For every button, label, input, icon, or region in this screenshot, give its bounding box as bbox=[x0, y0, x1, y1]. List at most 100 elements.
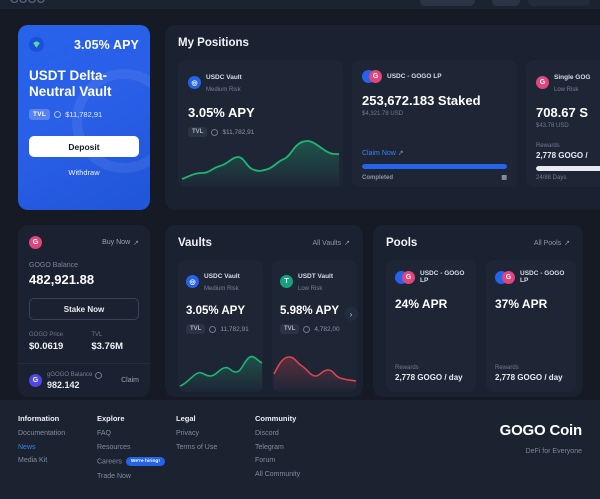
position-card[interactable]: G Single GOG Low Risk 708.67 S $43.78 US… bbox=[526, 60, 600, 187]
footer-link-privacy[interactable]: Privacy bbox=[176, 430, 199, 437]
vault-card[interactable]: ◎ USDC Vault Medium Risk 3.05% APY TVL 1… bbox=[178, 260, 263, 392]
usdc-coin-icon: ◎ bbox=[186, 275, 199, 288]
navbar-button-1[interactable] bbox=[420, 0, 475, 6]
tvl-label: TVL bbox=[29, 109, 51, 120]
days-remaining: 24/88 Days bbox=[536, 175, 567, 181]
pool-card[interactable]: G USDC - GOGO LP 24% APR Rewards 2,778 G… bbox=[386, 260, 476, 392]
footer-link-discord[interactable]: Discord bbox=[255, 430, 279, 437]
footer-link-resources[interactable]: Resources bbox=[97, 443, 131, 451]
position-staked-amount: 708.67 S bbox=[536, 105, 589, 120]
my-positions-carousel[interactable]: ◎ USDC Vault Medium Risk 3.05% APY TVL $… bbox=[165, 60, 600, 187]
vaults-next-button[interactable]: › bbox=[344, 307, 358, 321]
stake-now-button[interactable]: Stake Now bbox=[29, 298, 139, 320]
position-card-header: ◎ USDC Vault Medium Risk bbox=[188, 70, 333, 95]
progress-footer: 24/88 Days bbox=[536, 175, 600, 181]
pool-rewards: Rewards 2,778 GOGO / day bbox=[495, 365, 563, 382]
external-link-icon: ↗ bbox=[397, 150, 404, 157]
footer-link-news[interactable]: News bbox=[18, 443, 36, 451]
position-card[interactable]: G USDC - GOGO LP 253,672.183 Staked $4,3… bbox=[352, 60, 517, 187]
vault-risk: Medium Risk bbox=[204, 286, 239, 292]
vault-sparkline-chart bbox=[272, 344, 357, 392]
info-icon[interactable] bbox=[211, 128, 219, 136]
token-stat: TVL $3.76M bbox=[91, 332, 123, 352]
buy-now-link[interactable]: Buy Now ↗ bbox=[102, 239, 139, 247]
pool-card[interactable]: G USDC - GOGO LP 37% APR Rewards 2,778 G… bbox=[486, 260, 576, 392]
vault-apy: 5.98% APY bbox=[280, 305, 340, 317]
tvl-value: 4,782,00 bbox=[314, 325, 340, 333]
page-title: My Positions bbox=[178, 37, 249, 49]
footer-link-all-community[interactable]: All Community bbox=[255, 470, 301, 478]
gogo-coin-icon: G bbox=[29, 236, 42, 249]
vaults-carousel[interactable]: ◎ USDC Vault Medium Risk 3.05% APY TVL 1… bbox=[165, 260, 363, 392]
position-sparkline-chart bbox=[178, 131, 343, 187]
vault-tvl: TVL 11,782,91 bbox=[186, 324, 255, 334]
footer-link-trade-now[interactable]: Trade Now bbox=[97, 472, 131, 480]
claim-now-link[interactable]: Claim Now ↗ bbox=[362, 150, 404, 157]
ggogo-balance-label: gGOGO Balance bbox=[47, 371, 103, 379]
pools-title: Pools bbox=[386, 237, 418, 249]
usdt-coin-icon bbox=[29, 37, 44, 52]
footer-column-legal: Legal Privacy Terms of Use bbox=[176, 414, 255, 486]
navbar-button-2[interactable] bbox=[492, 0, 520, 6]
watermark-ring bbox=[72, 69, 150, 173]
tvl-value: 11,782,91 bbox=[220, 325, 249, 333]
progress-status: Completed bbox=[362, 174, 394, 181]
withdraw-link[interactable]: Withdraw bbox=[68, 168, 100, 177]
all-vaults-link[interactable]: All Vaults ↗ bbox=[312, 239, 350, 248]
info-icon[interactable] bbox=[209, 325, 217, 333]
my-positions-panel: My Positions ◎ USDC Vault Medium Risk 3.… bbox=[165, 25, 600, 210]
vault-card-header: ◎ USDC Vault Medium Risk bbox=[186, 269, 255, 294]
hiring-badge: We're hiring! bbox=[125, 457, 165, 466]
vault-name: USDC Vault bbox=[204, 273, 240, 280]
info-icon[interactable] bbox=[54, 111, 62, 118]
vault-tvl: TVL 4,782,00 bbox=[280, 324, 349, 334]
page-content: 3.05% APY USDT Delta-Neutral Vault TVL $… bbox=[0, 9, 600, 499]
vault-sparkline-chart bbox=[178, 344, 263, 392]
all-pools-link[interactable]: All Pools ↗ bbox=[533, 239, 570, 248]
claim-link[interactable]: Claim bbox=[121, 377, 139, 384]
pool-card-header: G USDC - GOGO LP bbox=[395, 270, 467, 284]
footer-link-terms[interactable]: Terms of Use bbox=[176, 443, 218, 451]
progress-bar bbox=[536, 166, 600, 171]
calendar-icon: ▦ bbox=[501, 175, 507, 181]
ggogo-coin-icon: G bbox=[29, 374, 42, 387]
vault-card-header: T USDT Vault Low Risk bbox=[280, 269, 349, 294]
info-icon[interactable] bbox=[303, 325, 311, 333]
info-icon[interactable] bbox=[95, 371, 103, 379]
stat-value: $3.76M bbox=[91, 341, 124, 352]
vault-card[interactable]: T USDT Vault Low Risk 5.98% APY TVL 4,78… bbox=[272, 260, 357, 392]
position-usd-value: $43.78 USD bbox=[536, 123, 569, 129]
featured-vault-card[interactable]: 3.05% APY USDT Delta-Neutral Vault TVL $… bbox=[18, 25, 150, 210]
usdc-gogo-lp-icon: G bbox=[362, 70, 382, 83]
position-name: USDC Vault bbox=[206, 74, 242, 81]
rewards-row: Rewards 2,778 GOGO / bbox=[536, 143, 600, 160]
external-link-icon: ↗ bbox=[344, 240, 350, 247]
position-card[interactable]: ◎ USDC Vault Medium Risk 3.05% APY TVL $… bbox=[178, 60, 343, 187]
featured-vault-title: USDT Delta-Neutral Vault bbox=[29, 68, 112, 99]
pool-rewards: Rewards 2,778 GOGO / day bbox=[395, 365, 463, 382]
app-logo[interactable]: GOGO bbox=[10, 0, 46, 6]
deposit-button[interactable]: Deposit bbox=[29, 136, 139, 157]
progress-bar-fill bbox=[362, 164, 507, 169]
pools-carousel[interactable]: G USDC - GOGO LP 24% APR Rewards 2,778 G… bbox=[373, 260, 583, 392]
middle-row: G Buy Now ↗ GOGO Balance 482,921.88 Stake… bbox=[18, 225, 600, 397]
navbar-wallet-button[interactable] bbox=[528, 0, 590, 6]
footer-link-telegram[interactable]: Telegram bbox=[255, 443, 284, 451]
progress-bar bbox=[362, 164, 507, 169]
footer-link-forum[interactable]: Forum bbox=[255, 457, 276, 464]
stat-value: $0.0619 bbox=[29, 341, 64, 352]
vault-apy: 3.05% APY bbox=[186, 305, 246, 317]
footer-link-media-kit[interactable]: Media Kit bbox=[18, 457, 48, 464]
vault-risk: Low Risk bbox=[298, 286, 323, 292]
rewards-value: 2,778 GOGO / bbox=[536, 151, 588, 160]
footer-column-community: Community Discord Telegram Forum All Com… bbox=[255, 414, 334, 486]
footer-link-documentation[interactable]: Documentation bbox=[18, 430, 66, 437]
footer-link-careers[interactable]: Careers We're hiring! bbox=[97, 457, 176, 466]
featured-vault-apy: 3.05% APY bbox=[73, 37, 139, 52]
claim-now-label: Claim Now bbox=[362, 150, 396, 157]
rewards-label: Rewards bbox=[536, 143, 560, 149]
ggogo-balance-footer: G gGOGO Balance 982.142 Claim bbox=[18, 363, 150, 397]
footer-link-faq[interactable]: FAQ bbox=[97, 430, 112, 437]
position-staked-amount: 253,672.183 Staked bbox=[362, 93, 481, 108]
featured-vault-header: 3.05% APY bbox=[29, 37, 139, 52]
